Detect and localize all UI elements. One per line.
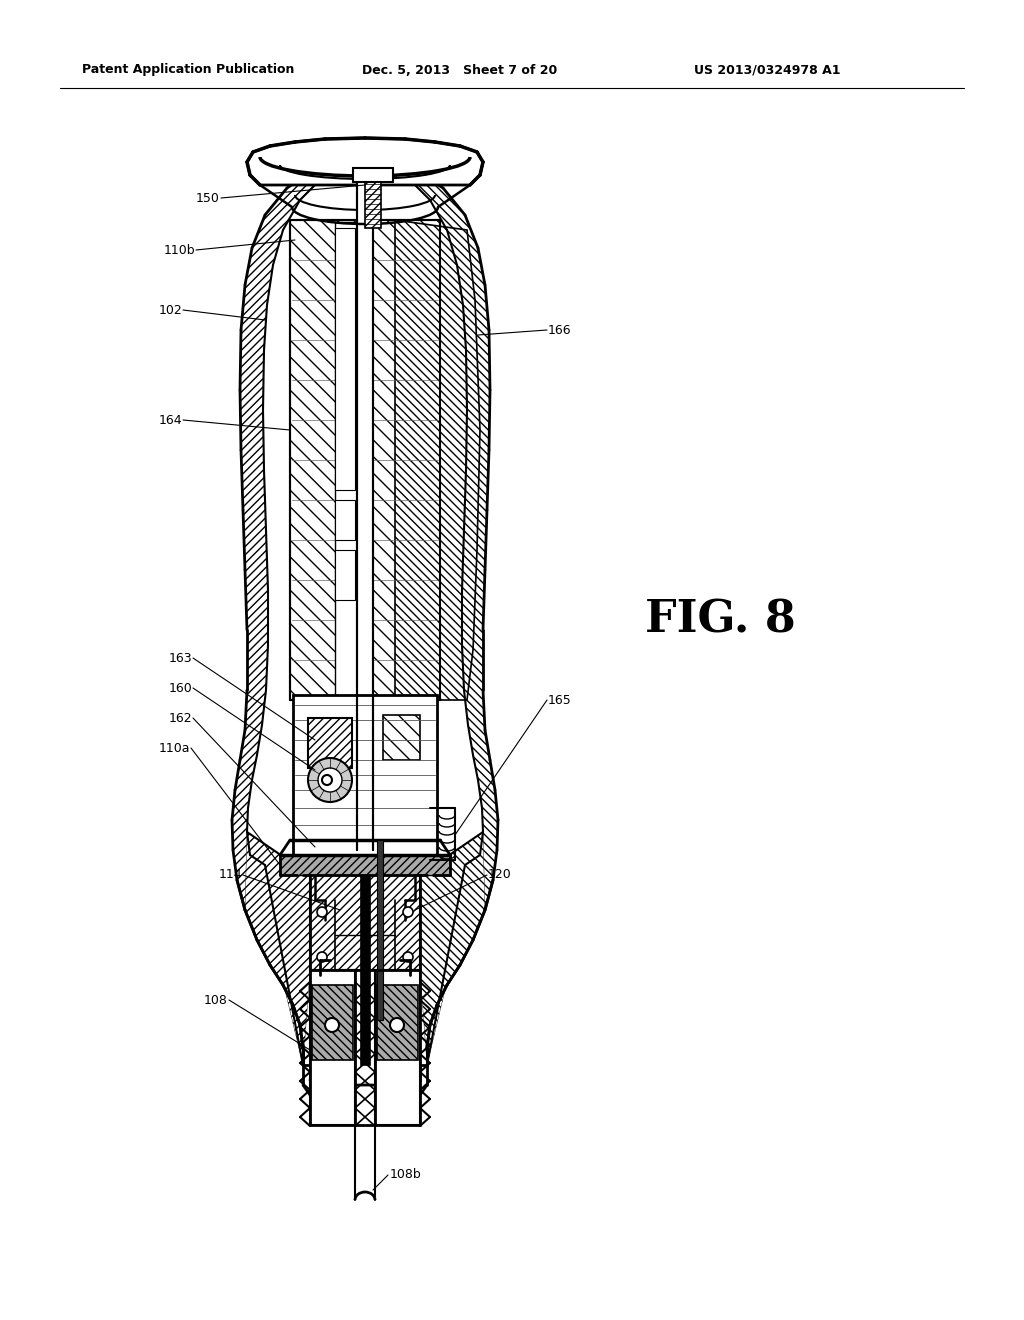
Circle shape — [403, 952, 413, 962]
Polygon shape — [365, 180, 381, 228]
Polygon shape — [420, 832, 485, 1065]
Text: 120: 120 — [488, 869, 512, 882]
Text: Patent Application Publication: Patent Application Publication — [82, 63, 294, 77]
Text: 163: 163 — [168, 652, 193, 664]
Polygon shape — [377, 985, 418, 1060]
Polygon shape — [360, 875, 370, 1065]
Circle shape — [390, 1018, 404, 1032]
Polygon shape — [293, 696, 437, 855]
Polygon shape — [375, 970, 420, 1125]
Circle shape — [322, 775, 332, 785]
Polygon shape — [365, 157, 498, 1065]
Polygon shape — [308, 718, 352, 768]
Polygon shape — [312, 985, 353, 1060]
Text: 108: 108 — [204, 994, 228, 1006]
Circle shape — [318, 768, 342, 792]
Polygon shape — [247, 139, 483, 185]
Polygon shape — [232, 157, 365, 1065]
Polygon shape — [335, 500, 355, 540]
Polygon shape — [245, 832, 310, 1065]
Polygon shape — [357, 168, 373, 850]
Polygon shape — [290, 220, 440, 700]
Circle shape — [325, 1018, 339, 1032]
Text: 165: 165 — [548, 693, 571, 706]
Circle shape — [317, 952, 327, 962]
Text: Dec. 5, 2013   Sheet 7 of 20: Dec. 5, 2013 Sheet 7 of 20 — [362, 63, 557, 77]
Text: 166: 166 — [548, 323, 571, 337]
Polygon shape — [310, 970, 355, 1125]
Polygon shape — [335, 550, 355, 601]
Polygon shape — [353, 168, 393, 182]
Polygon shape — [377, 840, 383, 1020]
Circle shape — [317, 907, 327, 917]
Text: 160: 160 — [168, 681, 193, 694]
Circle shape — [403, 907, 413, 917]
Polygon shape — [335, 228, 355, 490]
Text: 108b: 108b — [390, 1168, 422, 1181]
Circle shape — [308, 758, 352, 803]
Text: 114: 114 — [218, 869, 242, 882]
Text: 162: 162 — [168, 711, 193, 725]
Text: 150: 150 — [197, 191, 220, 205]
Polygon shape — [280, 855, 450, 875]
Polygon shape — [383, 715, 420, 760]
Text: US 2013/0324978 A1: US 2013/0324978 A1 — [694, 63, 841, 77]
Text: 102: 102 — [159, 304, 182, 317]
Polygon shape — [335, 222, 357, 700]
Text: 110a: 110a — [159, 742, 190, 755]
Polygon shape — [395, 220, 480, 700]
Text: FIG. 8: FIG. 8 — [645, 598, 796, 642]
Text: 164: 164 — [159, 413, 182, 426]
Polygon shape — [310, 875, 420, 970]
Text: 110b: 110b — [164, 243, 195, 256]
